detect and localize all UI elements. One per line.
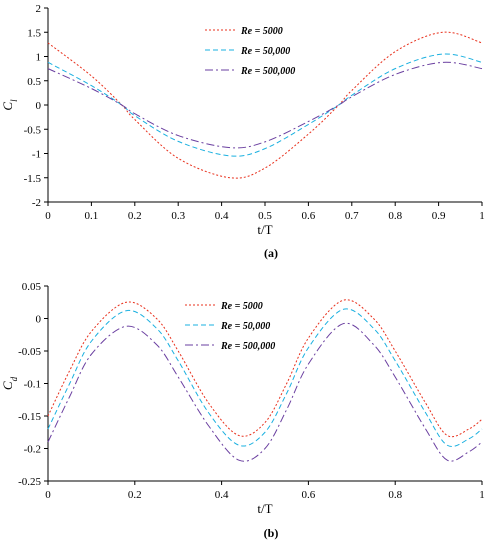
x-axis-label: t/T	[257, 501, 272, 516]
y-tick-label: -0.1	[24, 379, 41, 391]
series-line-0	[47, 299, 483, 438]
y-tick-label: 1.5	[27, 27, 41, 39]
x-tick-label: 0.1	[85, 210, 99, 222]
y-tick-label: 2	[36, 3, 42, 15]
y-axis-label: Cd	[0, 376, 19, 390]
x-tick-label: 0.2	[128, 210, 142, 222]
legend-label: Re = 50,000	[240, 46, 290, 57]
x-tick-label: 0.7	[345, 210, 359, 222]
y-tick-label: 1	[36, 52, 42, 64]
y-tick-label: -1.5	[24, 173, 42, 185]
x-tick-label: 0.8	[388, 210, 402, 222]
legend-label: Re = 50,000	[220, 321, 270, 332]
legend-label: Re = 5000	[240, 26, 283, 37]
x-tick-label: 1	[479, 210, 485, 222]
y-tick-label: -2	[32, 197, 41, 209]
x-axis-label: t/T	[257, 222, 272, 237]
series-line-1	[47, 308, 483, 447]
y-tick-label: -0.05	[18, 346, 41, 358]
chart-panel-b: 0.05 0 -0.05 -0.1 -0.15 -0.2 -0.25 0 0.2 0.4 0.6 0.…	[0, 281, 485, 540]
y-tick-label: 0	[36, 100, 42, 112]
x-tick-label: 0	[45, 489, 51, 501]
x-tick-label: 0.6	[302, 489, 316, 501]
x-tick-label: 0.4	[215, 489, 229, 501]
y-tick-label: 0.05	[22, 281, 42, 293]
x-tick-label: 0.5	[258, 210, 272, 222]
x-tick-label: 0	[45, 210, 51, 222]
y-axis-label: Cl	[0, 99, 19, 111]
y-tick-label: 0.5	[27, 76, 41, 88]
series-line-1	[47, 53, 483, 157]
series-line-2	[47, 322, 483, 462]
x-tick-label: 0.2	[128, 489, 142, 501]
y-tick-label: -1	[32, 149, 41, 161]
panel-label: (a)	[264, 246, 278, 260]
legend-label: Re = 500,000	[240, 66, 295, 77]
legend-label: Re = 5000	[220, 301, 263, 312]
y-tick-label: 0	[36, 314, 42, 326]
y-tick-label: -0.5	[24, 124, 42, 136]
x-tick-label: 0.6	[302, 210, 316, 222]
y-tick-label: -0.15	[18, 411, 41, 423]
x-tick-label: 0.3	[171, 210, 185, 222]
y-tick-label: -0.2	[24, 444, 41, 456]
x-tick-label: 1	[479, 489, 485, 501]
panel-label: (b)	[264, 526, 279, 540]
chart-panel-a: 2 1.5 1 0.5 0 -0.5 -1 -1.5 -2 0 0.1 0.2 0.3 0.4 0.5 0.6…	[0, 3, 485, 260]
x-tick-label: 0.4	[215, 210, 229, 222]
panel-label-letter: (b)	[264, 526, 279, 540]
series-line-2	[47, 61, 483, 149]
y-axis-label-subscript: d	[9, 376, 19, 381]
y-axis-label-subscript: l	[9, 99, 19, 102]
y-tick-label: -0.25	[18, 476, 41, 488]
x-tick-label: 0.9	[432, 210, 446, 222]
legend-label: Re = 500,000	[220, 341, 275, 352]
panel-label-letter: (a)	[264, 246, 278, 260]
x-tick-label: 0.8	[388, 489, 402, 501]
